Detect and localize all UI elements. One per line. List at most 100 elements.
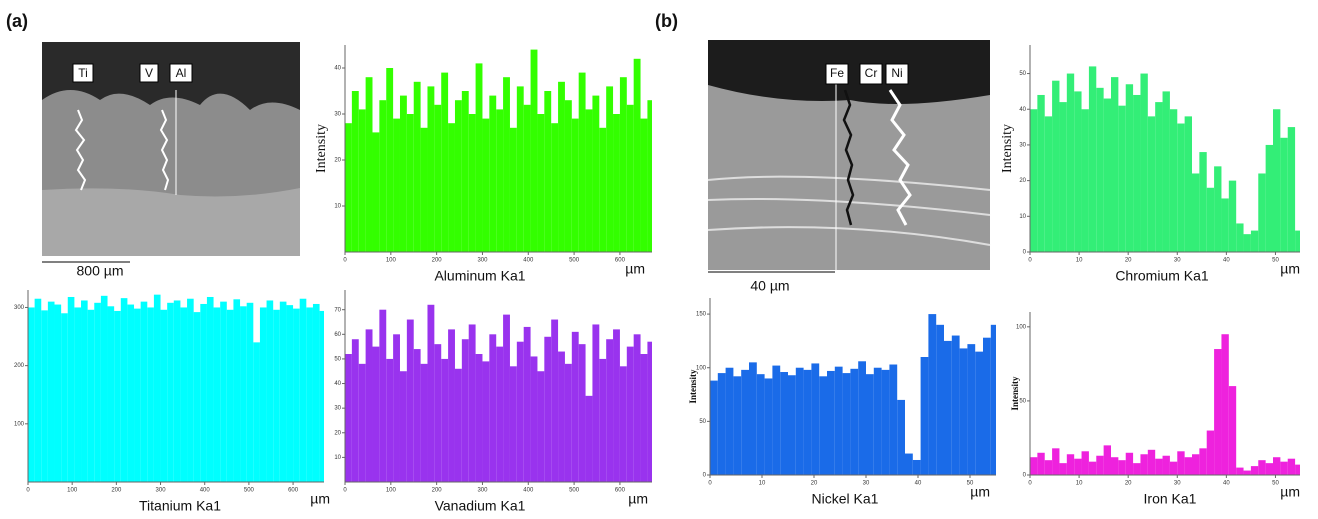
- element-label: Al: [176, 66, 187, 80]
- bar: [564, 363, 572, 482]
- bar: [537, 114, 545, 252]
- bar: [81, 300, 88, 482]
- bar: [551, 319, 559, 482]
- bar: [351, 339, 359, 482]
- bar: [905, 453, 913, 475]
- y-tick-label: 40: [334, 66, 341, 72]
- bar: [1243, 234, 1251, 252]
- bar: [640, 118, 648, 252]
- bar: [1221, 334, 1229, 475]
- bar: [475, 63, 483, 253]
- bar: [585, 109, 593, 253]
- y-tick-label: 50: [1019, 398, 1026, 404]
- bar: [1147, 449, 1156, 475]
- bar: [1118, 105, 1126, 252]
- bar: [1044, 460, 1053, 475]
- bar: [633, 334, 641, 482]
- bar: [434, 104, 442, 252]
- bar: [1074, 91, 1082, 253]
- bar: [358, 109, 366, 253]
- bar: [795, 367, 804, 475]
- bar: [114, 310, 121, 482]
- bar: [180, 307, 188, 482]
- bar: [107, 306, 115, 482]
- bar: [1155, 458, 1163, 475]
- bar: [710, 380, 718, 475]
- bar: [379, 100, 387, 252]
- y-tick-label: 60: [334, 332, 341, 338]
- bar: [827, 370, 835, 475]
- bar: [461, 91, 469, 252]
- bar: [599, 358, 607, 482]
- bar: [647, 341, 652, 482]
- bar: [1169, 461, 1178, 475]
- bar: [47, 301, 55, 482]
- x-tick-label: 200: [432, 488, 443, 494]
- bar: [1265, 463, 1273, 475]
- bar: [127, 304, 135, 482]
- bar: [496, 109, 504, 253]
- bar: [41, 310, 48, 482]
- x-tick-label: 0: [1028, 258, 1032, 264]
- x-tick-label: 10: [1076, 481, 1083, 487]
- x-axis-label: Chromium Ka1: [1115, 268, 1209, 284]
- bar: [1111, 77, 1119, 252]
- bar: [372, 132, 380, 252]
- element-label: Cr: [865, 66, 878, 80]
- bar: [530, 356, 538, 482]
- bar: [1052, 80, 1060, 252]
- bar: [1081, 109, 1089, 252]
- bar: [897, 399, 905, 475]
- bar: [448, 329, 455, 482]
- bar: [1088, 461, 1097, 475]
- bar: [1162, 455, 1170, 475]
- bar: [87, 309, 95, 482]
- bar: [780, 372, 788, 475]
- bar: [406, 319, 414, 482]
- x-axis-unit: µm: [970, 484, 990, 500]
- bar: [365, 329, 373, 482]
- bar: [213, 307, 221, 482]
- x-tick-label: 0: [1028, 481, 1032, 487]
- bar: [959, 348, 968, 475]
- x-tick-label: 0: [343, 488, 347, 494]
- bar: [193, 312, 201, 482]
- bar: [413, 349, 421, 482]
- bar: [379, 309, 387, 482]
- bar: [571, 118, 579, 252]
- bar: [733, 376, 742, 475]
- bar: [1081, 451, 1089, 475]
- x-tick-label: 200: [432, 258, 443, 264]
- bar: [358, 363, 366, 482]
- bar: [1214, 349, 1222, 475]
- bar: [468, 114, 476, 252]
- bar: [1162, 91, 1170, 253]
- bar: [585, 395, 593, 482]
- bar: [1280, 461, 1288, 475]
- bar: [523, 104, 531, 252]
- bar: [279, 301, 287, 482]
- bar: [640, 354, 648, 482]
- x-tick-label: 500: [244, 488, 255, 494]
- x-tick-label: 400: [523, 488, 534, 494]
- bar: [345, 354, 352, 482]
- y-tick-label: 40: [1019, 107, 1026, 113]
- bar: [578, 344, 586, 482]
- bar: [441, 72, 449, 252]
- bar: [756, 374, 765, 475]
- bar: [1140, 454, 1148, 475]
- bar: [633, 58, 641, 252]
- bar: [858, 361, 866, 475]
- bar: [1287, 458, 1296, 475]
- bar: [516, 341, 524, 482]
- x-tick-label: 100: [67, 488, 78, 494]
- bar: [558, 351, 565, 482]
- sem-image: Ti V Al 800 µm: [42, 42, 300, 279]
- bar: [811, 363, 820, 475]
- x-tick-label: 50: [967, 481, 974, 487]
- bar: [1066, 73, 1075, 252]
- bar: [187, 298, 194, 482]
- x-axis-label: Vanadium Ka1: [435, 498, 526, 514]
- bar: [772, 365, 781, 475]
- bar: [345, 123, 352, 252]
